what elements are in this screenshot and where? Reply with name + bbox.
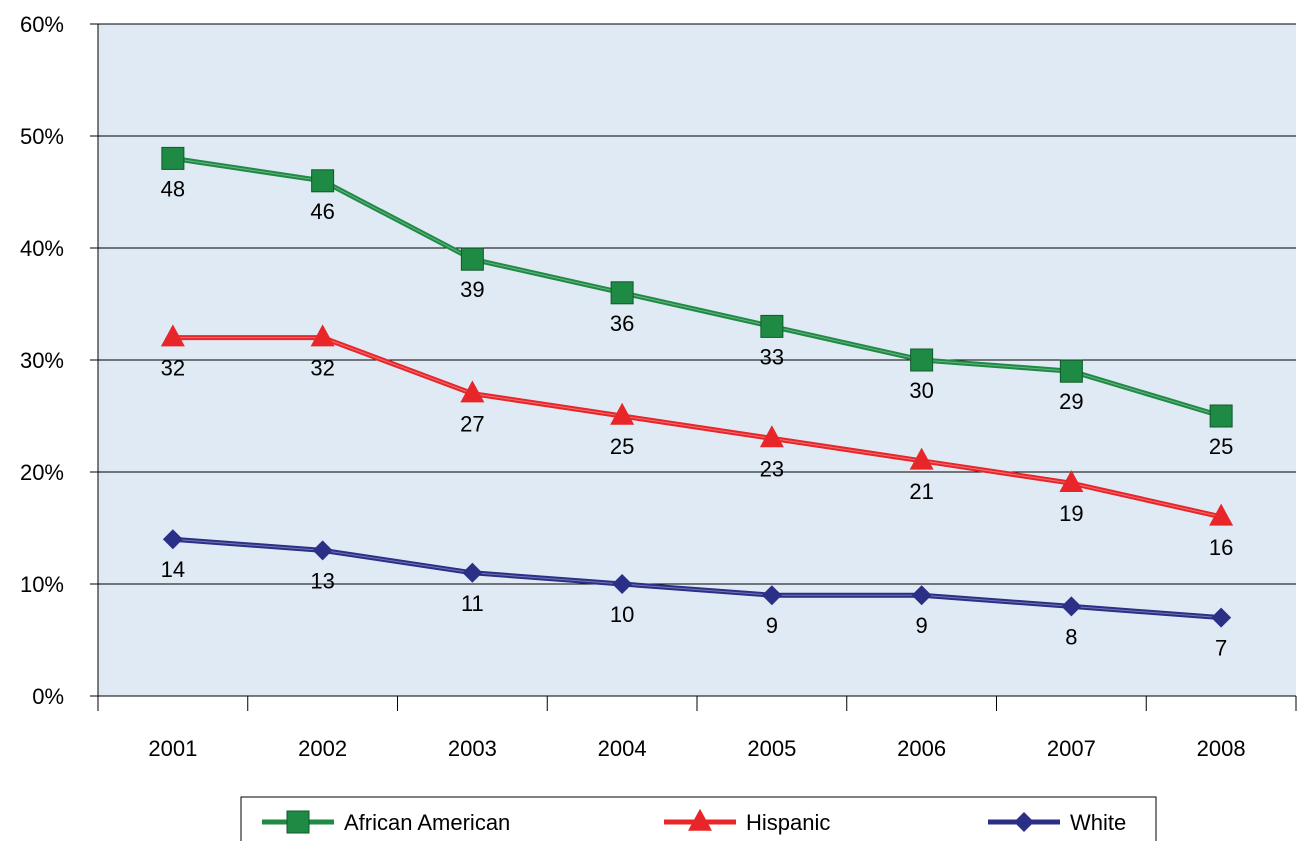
x-tick-label: 2007 (1047, 736, 1096, 761)
data-point (911, 349, 933, 371)
data-label: 19 (1059, 501, 1083, 526)
legend-label: Hispanic (746, 810, 830, 835)
data-label: 25 (610, 434, 634, 459)
data-label: 14 (161, 557, 185, 582)
data-label: 36 (610, 311, 634, 336)
y-tick-label: 20% (20, 460, 64, 485)
data-point (312, 170, 334, 192)
data-label: 13 (310, 568, 334, 593)
data-label: 9 (916, 613, 928, 638)
data-label: 11 (461, 591, 484, 616)
x-tick-label: 2002 (298, 736, 347, 761)
data-point (1210, 405, 1232, 427)
data-label: 32 (310, 356, 334, 381)
y-tick-label: 40% (20, 236, 64, 261)
legend-label: White (1070, 810, 1126, 835)
legend-swatch-marker (287, 811, 309, 833)
y-tick-label: 50% (20, 124, 64, 149)
x-tick-label: 2005 (747, 736, 796, 761)
y-tick-label: 0% (32, 684, 64, 709)
data-label: 29 (1059, 389, 1083, 414)
data-point (1060, 360, 1082, 382)
x-tick-label: 2004 (598, 736, 647, 761)
data-point (761, 315, 783, 337)
data-label: 27 (460, 412, 484, 437)
data-point (611, 282, 633, 304)
data-label: 30 (909, 378, 933, 403)
data-label: 16 (1209, 535, 1233, 560)
data-point (461, 248, 483, 270)
legend-item: African American (262, 810, 510, 835)
data-label: 9 (766, 613, 778, 638)
data-label: 32 (161, 356, 185, 381)
x-tick-label: 2001 (148, 736, 197, 761)
y-tick-label: 60% (20, 12, 64, 37)
x-tick-label: 2003 (448, 736, 497, 761)
data-label: 23 (760, 456, 784, 481)
data-label: 10 (610, 602, 634, 627)
x-tick-label: 2008 (1197, 736, 1246, 761)
data-point (162, 147, 184, 169)
x-tick-label: 2006 (897, 736, 946, 761)
data-label: 8 (1065, 624, 1077, 649)
data-label: 46 (310, 199, 334, 224)
legend: African American Hispanic White (241, 797, 1156, 841)
y-tick-label: 10% (20, 572, 64, 597)
data-label: 25 (1209, 434, 1233, 459)
y-tick-label: 30% (20, 348, 64, 373)
data-label: 7 (1215, 636, 1227, 661)
legend-label: African American (344, 810, 510, 835)
data-label: 33 (760, 344, 784, 369)
data-label: 48 (161, 176, 185, 201)
data-label: 21 (909, 479, 933, 504)
data-label: 39 (460, 277, 484, 302)
